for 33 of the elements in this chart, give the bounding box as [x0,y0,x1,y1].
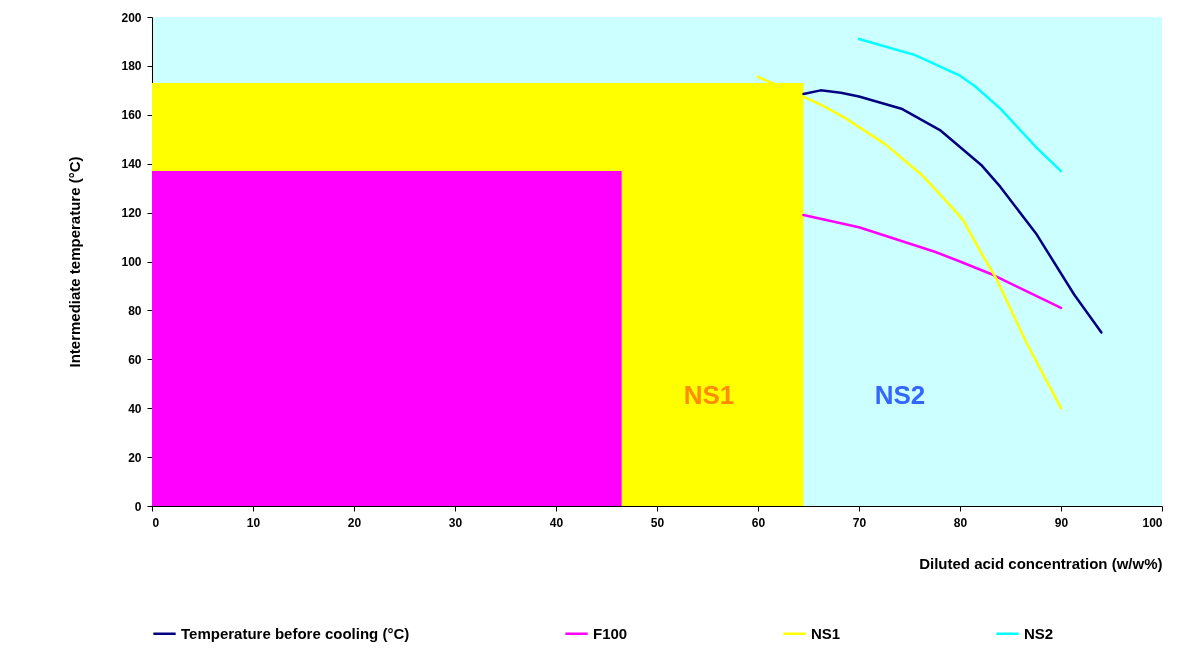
y-tick-label: 120 [121,206,142,221]
y-tick-label: 180 [121,59,142,74]
x-tick-label: 40 [549,515,564,530]
x-tick-label: 10 [246,515,261,530]
y-tick-label: 0 [134,499,142,514]
y-axis-title: Intermediate temperature (°C) [66,156,84,368]
y-tick-label: 200 [121,10,142,25]
x-tick-label: 100 [1142,515,1163,530]
line-series [802,213,1063,310]
legend-label: NS2 [1024,624,1054,642]
y-tick-label: 60 [128,352,142,367]
y-tick-label: 40 [128,401,142,416]
line-series [857,37,1063,173]
annotation: NS2 [874,380,926,410]
x-axis-title: Diluted acid concentration (w/w%) [919,554,1163,572]
x-tick-label: 50 [650,515,665,530]
legend-label: NS1 [811,624,841,642]
x-tick-label: 70 [852,515,867,530]
y-tick-label: 20 [128,450,142,465]
y-tick-label: 140 [121,157,142,172]
legend-label: F100 [593,624,628,642]
x-tick-label: 60 [751,515,766,530]
x-tick-label: 30 [448,515,463,530]
y-tick-label: 80 [128,303,142,318]
x-tick-label: 0 [152,515,160,530]
x-tick-label: 80 [953,515,968,530]
y-tick-label: 160 [121,108,142,123]
line-series [802,89,1103,334]
annotation: NS1 [683,380,735,410]
x-tick-label: 90 [1054,515,1069,530]
x-tick-label: 20 [347,515,362,530]
legend-label: Temperature before cooling (°C) [181,624,410,642]
y-tick-label: 100 [121,255,142,269]
